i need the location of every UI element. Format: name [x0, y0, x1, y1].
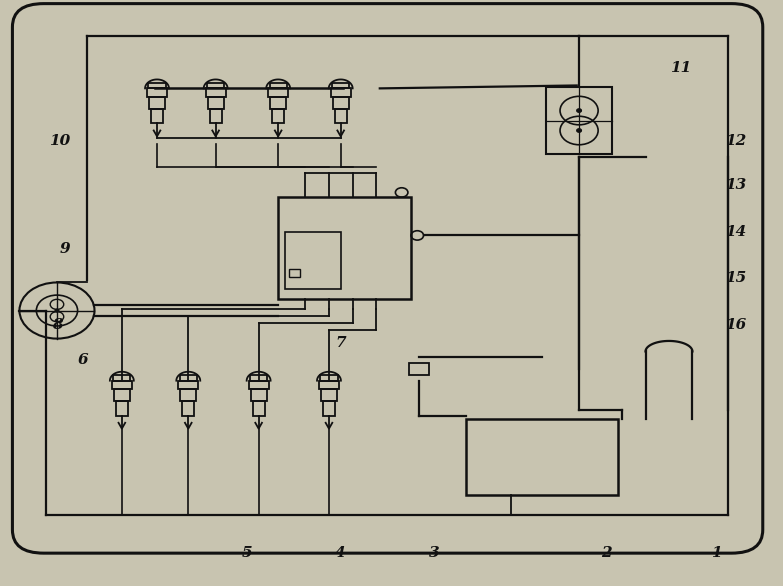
Text: 12: 12 [725, 134, 746, 148]
Text: 3: 3 [429, 546, 440, 560]
Circle shape [55, 309, 59, 312]
Text: 9: 9 [60, 242, 70, 256]
Text: 7: 7 [335, 336, 346, 350]
Circle shape [577, 129, 582, 132]
Text: 4: 4 [335, 546, 346, 560]
Text: 11: 11 [670, 61, 691, 75]
Text: 13: 13 [725, 178, 746, 192]
Text: 6: 6 [78, 353, 88, 367]
Text: 8: 8 [52, 318, 63, 332]
Text: 15: 15 [725, 271, 746, 285]
Text: 2: 2 [601, 546, 612, 560]
Text: 1: 1 [710, 546, 721, 560]
Text: 10: 10 [49, 134, 70, 148]
Text: 5: 5 [242, 546, 252, 560]
Text: 16: 16 [725, 318, 746, 332]
Text: 14: 14 [725, 224, 746, 239]
Circle shape [577, 109, 582, 113]
